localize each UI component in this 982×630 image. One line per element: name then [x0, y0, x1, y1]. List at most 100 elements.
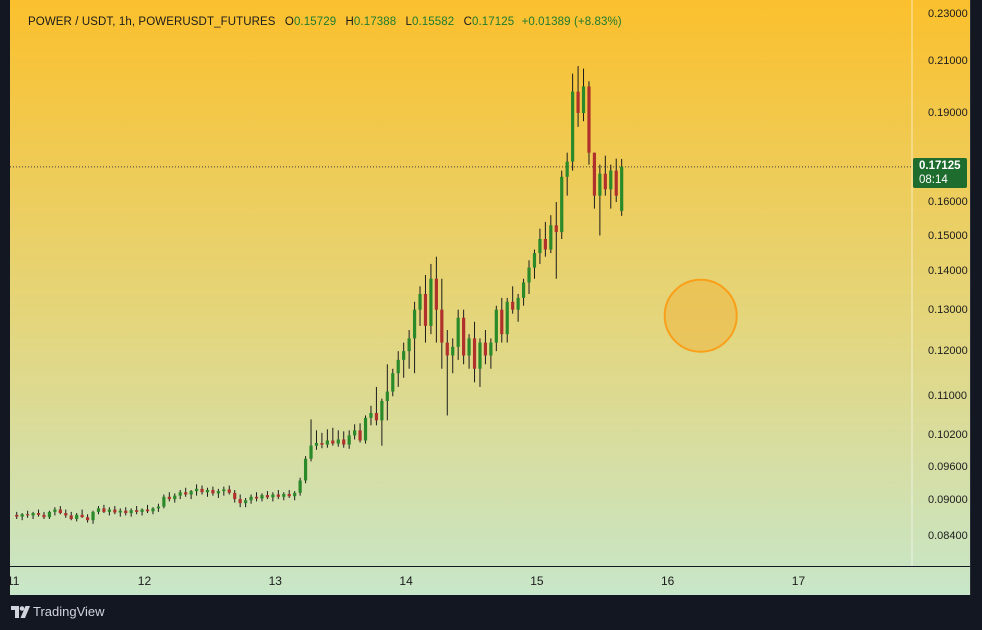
candle[interactable]: [227, 485, 231, 495]
candle[interactable]: [211, 486, 215, 496]
candle[interactable]: [331, 427, 335, 446]
candle[interactable]: [194, 484, 199, 496]
candle[interactable]: [511, 286, 515, 314]
candle[interactable]: [440, 278, 444, 369]
candle[interactable]: [287, 489, 291, 498]
candle[interactable]: [107, 507, 111, 516]
candle[interactable]: [91, 510, 95, 524]
candle[interactable]: [69, 511, 73, 521]
candle[interactable]: [189, 489, 193, 500]
candle[interactable]: [609, 164, 613, 209]
candle[interactable]: [135, 506, 139, 515]
candle[interactable]: [353, 424, 357, 440]
candle[interactable]: [434, 256, 438, 343]
candle[interactable]: [478, 338, 482, 387]
candle[interactable]: [80, 509, 84, 518]
candle[interactable]: [118, 508, 122, 517]
candle[interactable]: [587, 81, 591, 165]
candle[interactable]: [407, 330, 411, 369]
candle[interactable]: [129, 508, 133, 517]
candle[interactable]: [342, 431, 346, 448]
candle[interactable]: [58, 506, 62, 515]
candle[interactable]: [472, 321, 477, 383]
candle[interactable]: [162, 494, 166, 509]
candle[interactable]: [489, 338, 493, 369]
candle[interactable]: [369, 405, 373, 426]
candle[interactable]: [418, 286, 422, 326]
candle[interactable]: [36, 509, 41, 517]
candle[interactable]: [336, 430, 340, 447]
candle[interactable]: [565, 152, 569, 196]
candle[interactable]: [265, 491, 270, 500]
candle[interactable]: [532, 249, 537, 279]
candle[interactable]: [173, 493, 177, 503]
candle[interactable]: [276, 489, 280, 500]
candle[interactable]: [102, 504, 106, 514]
candle[interactable]: [309, 419, 313, 462]
candle[interactable]: [374, 386, 379, 426]
candle[interactable]: [200, 485, 204, 495]
candle[interactable]: [543, 221, 547, 257]
candle[interactable]: [96, 506, 101, 515]
candle[interactable]: [26, 510, 30, 518]
candle[interactable]: [271, 492, 275, 502]
candle[interactable]: [391, 368, 395, 397]
candle[interactable]: [483, 330, 488, 365]
candle[interactable]: [254, 492, 259, 502]
candle[interactable]: [124, 507, 128, 516]
symbol-title[interactable]: POWER / USDT, 1h, POWERUSDT_FUTURES: [28, 16, 276, 28]
candle[interactable]: [429, 263, 433, 335]
candle[interactable]: [500, 297, 504, 343]
candle[interactable]: [581, 68, 586, 122]
candle[interactable]: [560, 170, 564, 239]
candle[interactable]: [325, 429, 329, 448]
chart-canvas[interactable]: [10, 0, 971, 595]
candle[interactable]: [53, 507, 57, 516]
highlight-marker-circle[interactable]: [663, 278, 738, 353]
candle[interactable]: [396, 351, 400, 387]
candle[interactable]: [216, 488, 220, 498]
candle[interactable]: [380, 398, 384, 446]
candle[interactable]: [15, 511, 19, 520]
candle[interactable]: [423, 274, 428, 343]
candle[interactable]: [75, 513, 79, 522]
candle[interactable]: [620, 158, 624, 216]
candle[interactable]: [494, 305, 498, 352]
candle[interactable]: [467, 334, 471, 369]
candle[interactable]: [527, 260, 531, 294]
candle[interactable]: [205, 487, 210, 497]
candle[interactable]: [233, 489, 237, 503]
candle[interactable]: [293, 491, 297, 501]
candle[interactable]: [31, 511, 35, 520]
candle[interactable]: [347, 430, 351, 449]
candle[interactable]: [554, 202, 558, 279]
candle[interactable]: [598, 164, 602, 236]
candle[interactable]: [20, 513, 24, 521]
candle[interactable]: [85, 514, 90, 523]
candle[interactable]: [145, 504, 150, 514]
candle[interactable]: [445, 330, 449, 416]
candle[interactable]: [178, 489, 182, 500]
candle[interactable]: [222, 486, 226, 496]
candle[interactable]: [238, 494, 242, 508]
candle[interactable]: [614, 158, 618, 203]
candle[interactable]: [592, 152, 597, 209]
candle[interactable]: [603, 155, 607, 196]
candle[interactable]: [298, 477, 302, 496]
candle[interactable]: [47, 510, 52, 520]
candle[interactable]: [156, 503, 161, 512]
candle[interactable]: [167, 492, 171, 502]
candle[interactable]: [260, 493, 264, 502]
candle[interactable]: [412, 301, 417, 374]
candle[interactable]: [140, 508, 144, 516]
candle[interactable]: [451, 338, 455, 374]
candle[interactable]: [358, 423, 362, 443]
candle[interactable]: [571, 73, 575, 171]
candle[interactable]: [282, 492, 286, 501]
candle[interactable]: [549, 215, 553, 254]
candle[interactable]: [538, 228, 542, 264]
candle[interactable]: [64, 509, 68, 518]
candle[interactable]: [521, 278, 526, 306]
candle[interactable]: [320, 432, 324, 449]
candle[interactable]: [184, 487, 188, 497]
